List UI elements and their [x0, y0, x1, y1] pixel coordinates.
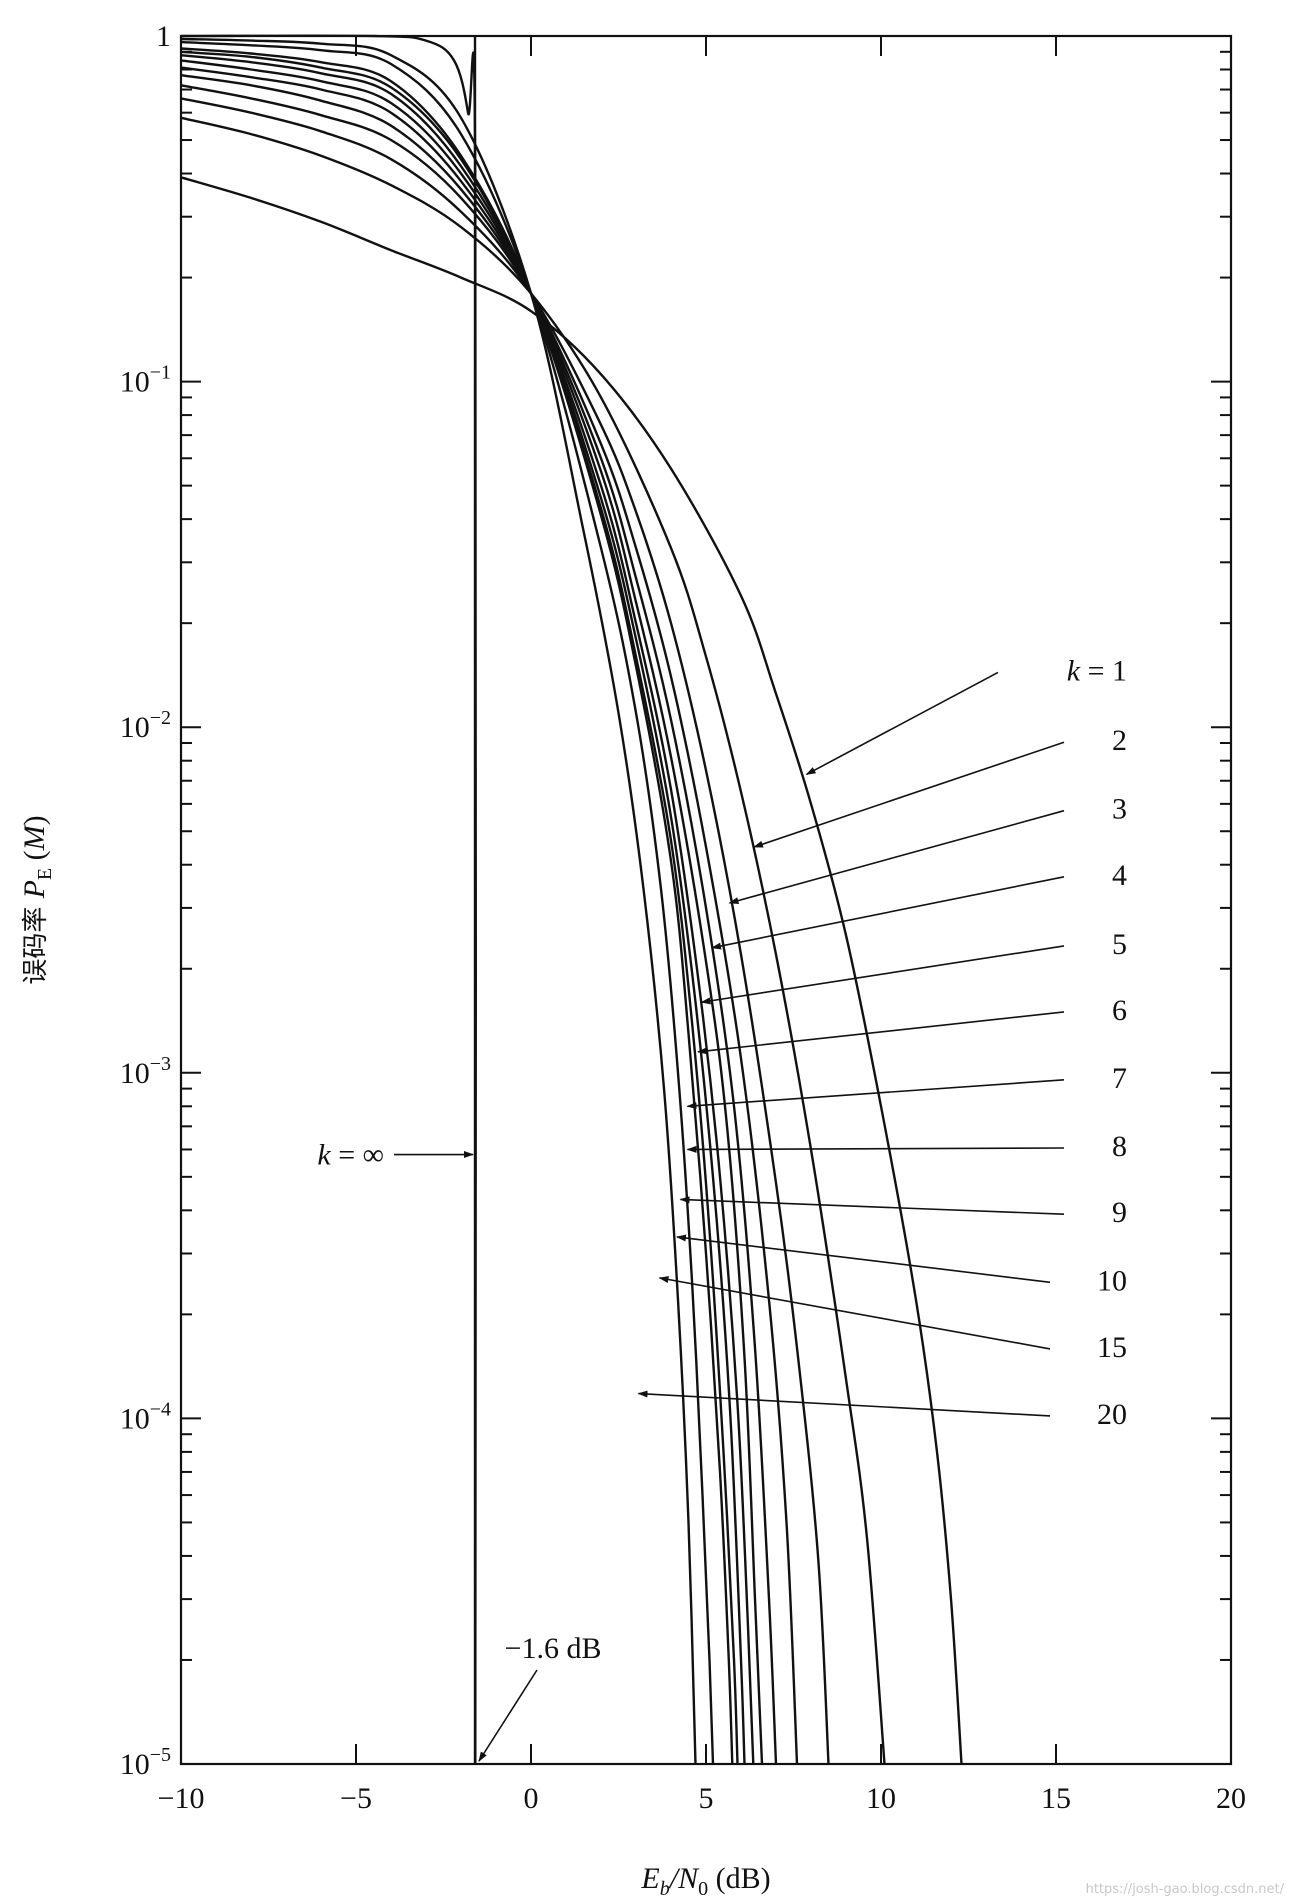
k-label-9: 9 — [1112, 1196, 1127, 1229]
x-tick-label: 15 — [1041, 1782, 1071, 1815]
x-ticks: −10 −5 0 5 10 15 20 — [158, 36, 1246, 1815]
curve-k-1 — [180, 176, 963, 1765]
arrow-k-3 — [728, 809, 1065, 904]
arrow-k-20 — [637, 1390, 1051, 1417]
arrow-k-6 — [697, 1011, 1065, 1055]
k-label-1: k = 1 — [1067, 654, 1127, 687]
arrow-group — [637, 671, 1065, 1417]
x-label-sub-0: 0 — [698, 1878, 708, 1900]
arrow-k-10 — [676, 1234, 1051, 1284]
k-infinity-label: k = ∞ — [317, 1139, 384, 1172]
x-label-e: E — [640, 1862, 659, 1895]
x-label-n: /N — [668, 1862, 700, 1895]
curve-k-6 — [180, 66, 764, 1765]
arrow-k-7 — [686, 1079, 1065, 1110]
x-tick-label: 10 — [866, 1782, 896, 1815]
x-tick-label: −10 — [158, 1782, 205, 1815]
watermark: https://josh-gao.blog.csdn.net/ — [1086, 1882, 1285, 1897]
arrow-k-8 — [686, 1145, 1065, 1153]
x-axis-label: Eb/N0 (dB) — [640, 1862, 770, 1900]
y-tick-label: 1 — [156, 20, 171, 53]
curve-k-2 — [180, 116, 886, 1765]
curve-k-infinity — [180, 34, 478, 1765]
y-tick-label: 10−4 — [120, 1398, 171, 1435]
k-label-4: 4 — [1112, 859, 1127, 892]
y-major-ticks: 1 10−1 10−2 10−3 10−4 10−5 — [120, 20, 1231, 1781]
curve-k-3 — [180, 97, 830, 1765]
y-tick-label: 10−2 — [120, 707, 171, 744]
curve-k-4 — [180, 84, 799, 1765]
curve-k-10 — [180, 47, 734, 1765]
curve-k-5 — [180, 74, 778, 1765]
x-tick-label: 0 — [524, 1782, 539, 1815]
y-minor-ticks — [181, 50, 1231, 1661]
k-label-group: k = 1 2 3 4 5 6 7 8 9 10 15 20 — [1067, 654, 1127, 1431]
x-label-unit: (dB) — [708, 1862, 771, 1895]
y-label-close: ) — [18, 815, 51, 825]
curve-k-8 — [180, 54, 746, 1765]
curve-group — [180, 34, 963, 1765]
y-tick-label: 10−1 — [120, 362, 171, 399]
annotation-minus-1-6-db: −1.6 dB — [505, 1632, 602, 1665]
k-label-6: 6 — [1112, 994, 1127, 1027]
curve-k-15 — [180, 40, 715, 1765]
arrow-k-2 — [753, 741, 1065, 848]
plot-frame — [179, 34, 1233, 1766]
y-label-m: M — [18, 823, 51, 851]
k-label-2: 2 — [1112, 724, 1127, 757]
x-tick-label: −5 — [340, 1782, 372, 1815]
x-tick-label: 20 — [1216, 1782, 1246, 1815]
curve-k-9 — [180, 50, 739, 1765]
y-tick-label: 10−3 — [120, 1053, 171, 1090]
y-label-sub-e: E — [34, 868, 56, 880]
arrow-k-15 — [658, 1276, 1051, 1350]
arrow-k-5 — [700, 945, 1065, 1005]
curve-k-7 — [180, 59, 755, 1765]
k-label-20: 20 — [1097, 1398, 1127, 1431]
k-label-8: 8 — [1112, 1130, 1127, 1163]
k-infinity-k: k — [317, 1139, 331, 1172]
k-infinity-rest: = ∞ — [331, 1139, 384, 1172]
arrow-k-1 — [805, 671, 999, 776]
y-label-p: P — [18, 880, 51, 899]
y-tick-label: 10−5 — [120, 1744, 171, 1781]
k-label-7: 7 — [1112, 1062, 1127, 1095]
y-label-open: ( — [18, 850, 51, 868]
x-tick-label: 5 — [699, 1782, 714, 1815]
x-label-sub-b: b — [660, 1878, 670, 1900]
arrow-k-4 — [711, 876, 1065, 950]
k-label-3: 3 — [1112, 793, 1127, 826]
k-label-10: 10 — [1097, 1264, 1127, 1297]
curve-k-20 — [180, 37, 697, 1765]
k-label-15: 15 — [1097, 1331, 1127, 1364]
y-axis-label: 误码率 PE (M) — [18, 815, 56, 984]
annotation-arrow — [478, 1669, 538, 1762]
arrow-k-9 — [679, 1196, 1065, 1216]
y-label-chinese: 误码率 — [21, 898, 51, 984]
k-label-5: 5 — [1112, 928, 1127, 961]
